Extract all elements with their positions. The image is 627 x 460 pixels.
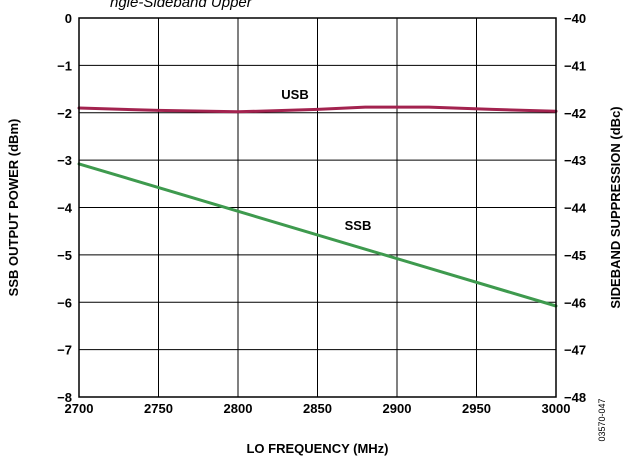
y2-tick-label: −40 — [564, 11, 586, 26]
figure-caption: ngle-Sideband Upper — [110, 0, 253, 11]
y2-tick-label: −42 — [564, 106, 586, 121]
y-tick-label: −7 — [57, 343, 72, 358]
series-label-ssb: SSB — [345, 218, 372, 233]
x-tick-label: 2800 — [224, 401, 253, 416]
grid — [79, 18, 556, 397]
y2-tick-label: −48 — [564, 390, 586, 405]
y-tick-label: −2 — [57, 106, 72, 121]
y2-tick-label: −45 — [564, 248, 586, 263]
y2-tick-label: −44 — [564, 201, 587, 216]
y-tick-label: −5 — [57, 248, 72, 263]
x-axis-title: LO FREQUENCY (MHz) — [246, 441, 388, 456]
y-tick-label: −8 — [57, 390, 72, 405]
y-tick-label: −6 — [57, 295, 72, 310]
x-tick-label: 3000 — [542, 401, 571, 416]
series-lines — [77, 105, 558, 308]
y-tick-label: 0 — [65, 11, 72, 26]
y-axis-title: SSB OUTPUT POWER (dBm) — [6, 119, 21, 297]
plot-frame — [78, 17, 557, 398]
x-tick-label: 2750 — [144, 401, 173, 416]
x-tick-label: 2900 — [383, 401, 412, 416]
y2-tick-label: −41 — [564, 58, 586, 73]
y2-tick-label: −43 — [564, 153, 586, 168]
figure-id: 03570-047 — [597, 398, 607, 441]
x-tick-label: 2950 — [462, 401, 491, 416]
x-tick-label: 2700 — [65, 401, 94, 416]
y-tick-label: −3 — [57, 153, 72, 168]
y-tick-label: −4 — [57, 201, 73, 216]
tick-labels: 2700 2750 2800 2850 2900 2950 3000 0 −1 −2 −3 −4 −5 −… — [57, 11, 587, 416]
series-line-ssb — [77, 162, 558, 308]
y2-tick-label: −46 — [564, 295, 586, 310]
y2-axis-title: SIDEBAND SUPPRESSION (dBc) — [608, 106, 623, 308]
series-line-usb — [77, 105, 558, 114]
series-labels: USB SSB — [281, 87, 371, 233]
x-tick-label: 2850 — [303, 401, 332, 416]
y2-tick-label: −47 — [564, 343, 586, 358]
series-label-usb: USB — [281, 87, 308, 102]
y-tick-label: −1 — [57, 58, 72, 73]
